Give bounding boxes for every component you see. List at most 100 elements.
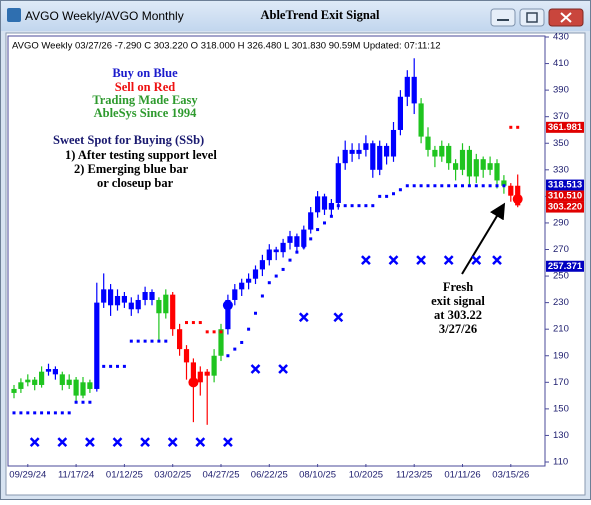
candle-body	[301, 229, 307, 247]
stop-dot	[467, 184, 471, 188]
candle-body	[418, 103, 424, 137]
x-mark	[195, 437, 206, 447]
signal-dot	[222, 300, 233, 311]
stop-dot	[481, 184, 485, 188]
stop-dot	[385, 194, 389, 198]
stop-dot	[336, 204, 340, 208]
candle-body	[411, 76, 417, 104]
x-tick-label: 10/2025	[349, 470, 383, 481]
stop-dot	[502, 184, 506, 188]
price-tag	[546, 179, 584, 191]
x-mark	[471, 255, 482, 266]
x-mark	[57, 437, 68, 447]
stop-dot	[412, 184, 416, 188]
x-tick-label: 06/22/25	[251, 470, 288, 481]
annotation: 3/27/26	[439, 322, 477, 336]
stop-dot	[405, 184, 409, 188]
candle-body	[45, 369, 52, 372]
stop-dot	[364, 204, 368, 208]
candle-body	[170, 294, 176, 330]
x-mark	[298, 312, 309, 323]
price-tag	[546, 260, 584, 272]
stop-dot	[302, 245, 306, 249]
stop-dot	[219, 330, 223, 334]
stop-dot	[240, 340, 244, 344]
minimize-button[interactable]	[490, 8, 516, 27]
y-tick-label: 410	[553, 58, 569, 69]
candle-body	[259, 260, 265, 270]
y-tick-label: 370	[553, 111, 569, 122]
candle-body	[149, 292, 155, 300]
candle-body	[328, 203, 334, 210]
stop-dot	[454, 184, 458, 188]
stop-dot	[488, 184, 492, 188]
candle-body	[494, 163, 500, 181]
annotation: Buy on Blue	[112, 66, 178, 80]
x-mark	[361, 255, 371, 266]
candle-body	[273, 249, 279, 253]
stop-dot	[509, 125, 513, 129]
candle-body	[163, 294, 169, 314]
candle-body	[287, 236, 293, 243]
candle-body	[121, 295, 127, 303]
stop-dot	[247, 327, 251, 331]
stop-dot	[316, 228, 320, 232]
x-tick-label: 04/27/25	[203, 470, 240, 481]
x-tick-label: 01/12/25	[106, 470, 143, 481]
annotation: AbleSys Since 1994	[94, 106, 198, 120]
maximize-button[interactable]	[519, 8, 545, 27]
price-tag-label: 318.513	[548, 180, 582, 191]
x-mark	[112, 437, 123, 447]
stop-dot	[309, 237, 313, 241]
y-tick-label: 330	[553, 164, 569, 175]
annotation: at 303.22	[434, 308, 482, 322]
y-tick-label: 170	[553, 377, 569, 388]
chart-title: AbleTrend Exit Signal	[260, 8, 380, 22]
annotation: Trading Made Easy	[92, 93, 198, 107]
candle-body	[384, 145, 390, 157]
candle-body	[114, 295, 121, 306]
candle-body	[218, 329, 224, 356]
price-tag	[546, 121, 584, 133]
candle-body	[66, 379, 72, 385]
stop-dot	[122, 364, 126, 368]
candle-body	[459, 149, 466, 170]
candle-body	[211, 355, 217, 376]
candle-body	[108, 289, 114, 306]
x-tick-label: 03/02/25	[154, 470, 191, 481]
signal-dot	[512, 194, 523, 205]
price-tag-label: 303.220	[548, 202, 582, 213]
stop-dot	[433, 184, 437, 188]
stop-dot	[53, 411, 57, 415]
x-mark	[223, 437, 233, 447]
candle-body	[466, 149, 472, 177]
x-mark	[167, 437, 178, 447]
candle-body	[183, 349, 190, 363]
candle-body	[308, 212, 314, 230]
stop-dot	[426, 184, 430, 188]
stop-dot	[116, 364, 119, 368]
candle-body	[404, 76, 410, 97]
stop-dot	[198, 321, 202, 325]
stop-dot	[274, 274, 278, 278]
candle-body	[432, 149, 438, 157]
x-mark	[140, 437, 150, 447]
candle-body	[508, 185, 514, 196]
stop-dot	[26, 411, 30, 415]
candle-body	[280, 242, 286, 253]
candle-body	[128, 302, 134, 310]
x-tick-label: 11/23/25	[396, 470, 432, 481]
candle-body	[480, 159, 486, 170]
candle-body	[225, 299, 231, 330]
price-tag-label: 310.510	[548, 191, 582, 202]
candle-body	[294, 236, 300, 247]
stop-dot	[157, 339, 161, 343]
x-mark	[29, 437, 40, 447]
x-mark	[250, 364, 261, 374]
x-mark	[388, 255, 399, 266]
stop-dot	[392, 192, 395, 196]
candle-body	[177, 329, 183, 350]
x-mark	[416, 255, 426, 266]
y-tick-label: 230	[553, 297, 569, 308]
y-tick-label: 110	[553, 457, 568, 468]
